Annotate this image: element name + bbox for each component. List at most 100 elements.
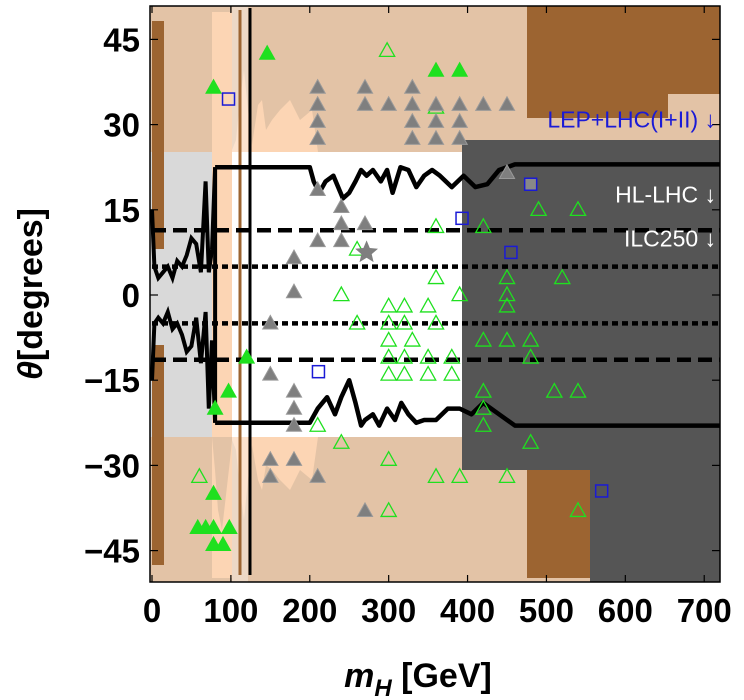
gray-triangle-point: [498, 95, 516, 111]
y-tick-label: 0: [122, 277, 140, 314]
open-triangle-point: [474, 331, 493, 347]
y-tick-label: −15: [84, 362, 140, 399]
x-tick-label: 600: [598, 592, 653, 629]
gray-triangle-point: [403, 95, 421, 111]
y-tick-label: −45: [84, 533, 140, 570]
gray-triangle-point: [285, 283, 303, 299]
gray-triangle-point: [451, 129, 469, 145]
gray-triangle-point: [380, 95, 398, 111]
open-triangle-point: [474, 217, 493, 234]
open-triangle-point: [427, 467, 445, 484]
open-triangle-point: [419, 348, 437, 364]
open-triangle-point: [427, 268, 445, 285]
open-triangle-point: [498, 285, 516, 302]
gray-triangle-point: [356, 95, 374, 111]
open-triangle-point: [474, 382, 493, 398]
open-triangle-point: [332, 285, 351, 302]
dark-gray-region: [462, 140, 720, 582]
plot-area: [150, 6, 720, 582]
open-triangle-point: [190, 467, 209, 484]
brown-block-bottom-center: [527, 470, 590, 578]
open-triangle-point: [403, 331, 422, 347]
brown-block-left-top: [152, 21, 164, 249]
gray-triangle-point: [451, 112, 469, 128]
open-triangle-point: [474, 399, 493, 415]
star-point: [355, 240, 378, 263]
open-triangle-point: [498, 467, 516, 484]
gray-triangle-point: [285, 416, 303, 432]
gray-triangle-point: [309, 95, 327, 111]
gray-triangle-point: [332, 214, 350, 231]
y-axis-title: θ[degrees]: [12, 208, 50, 380]
gray-triangle-point: [261, 365, 279, 381]
gray-triangle-point: [309, 78, 327, 94]
gray-triangle-point: [403, 129, 421, 145]
x-axis-title-unit: [GeV]: [392, 657, 492, 695]
open-triangle-point: [395, 365, 414, 381]
open-triangle-point: [553, 268, 571, 285]
open-triangle-point: [419, 297, 437, 313]
open-triangle-point: [395, 314, 414, 330]
gray-triangle-point: [309, 129, 327, 145]
x-tick-label: 200: [282, 592, 337, 629]
gray-triangle-point: [285, 249, 303, 265]
open-square-point: [455, 211, 469, 226]
open-triangle-point: [348, 314, 366, 330]
ticks: 0 100 200 300 400 500 600 700 45 30 15 0 −15 −30 −45: [84, 6, 732, 629]
open-triangle-point: [569, 501, 587, 518]
open-triangle-point: [379, 331, 398, 347]
gray-triangle-point: [261, 450, 279, 466]
open-triangle-point: [529, 200, 548, 217]
x-tick-label: 0: [143, 592, 161, 629]
open-triangle-point: [569, 382, 587, 398]
gray-triangle-point: [403, 78, 421, 94]
filled-triangle-point: [205, 484, 222, 500]
open-square-point: [221, 92, 236, 106]
filled-triangle-point: [205, 78, 222, 94]
gray-triangle-point: [332, 197, 350, 214]
x-axis-title-main: m: [344, 657, 374, 695]
x-axis-title-sub: H: [374, 675, 392, 700]
open-triangle-point: [427, 314, 445, 330]
gray-triangle-point: [309, 112, 327, 128]
filled-triangle-point: [238, 348, 256, 364]
x-tick-label: 700: [677, 592, 732, 629]
filled-triangle-point: [214, 535, 232, 552]
gray-triangle-point: [261, 314, 279, 330]
gray-triangle-point: [332, 232, 350, 248]
open-triangle-point: [498, 331, 516, 347]
filled-triangle-point: [220, 518, 238, 534]
gray-triangle-point: [285, 450, 303, 466]
gray-triangle-point: [474, 95, 492, 111]
open-triangle-point: [379, 297, 398, 313]
filled-triangle-point: [220, 382, 237, 398]
gray-triangle-point: [309, 180, 327, 197]
open-triangle-point: [545, 382, 564, 398]
gray-triangle-point: [427, 112, 445, 128]
open-triangle-point: [569, 200, 587, 217]
open-triangle-point: [427, 217, 445, 234]
open-triangle-point: [498, 268, 516, 285]
open-triangle-point: [395, 297, 414, 313]
open-triangle-point: [450, 285, 469, 302]
open-triangle-point: [521, 331, 540, 347]
filled-triangle-point: [258, 44, 276, 60]
open-triangle-point: [450, 467, 469, 484]
gray-triangle-point: [309, 232, 327, 248]
open-square-point: [594, 484, 609, 498]
y-axis-title-symbol: θ: [12, 361, 50, 380]
peach-patch-top-right: [668, 94, 720, 140]
open-triangle-point: [378, 41, 396, 58]
y-tick-label: −30: [84, 447, 140, 484]
open-square-point: [311, 364, 326, 379]
open-triangle-point: [521, 433, 540, 449]
x-tick-label: 500: [519, 592, 574, 629]
open-triangle-point: [379, 501, 398, 518]
markers: [189, 41, 609, 552]
x-axis-title: mH [GeV]: [344, 657, 492, 700]
gray-triangle-point: [356, 78, 374, 94]
gray-triangle-point: [285, 382, 303, 398]
y-tick-label: 30: [103, 107, 140, 144]
open-triangle-point: [379, 348, 398, 364]
